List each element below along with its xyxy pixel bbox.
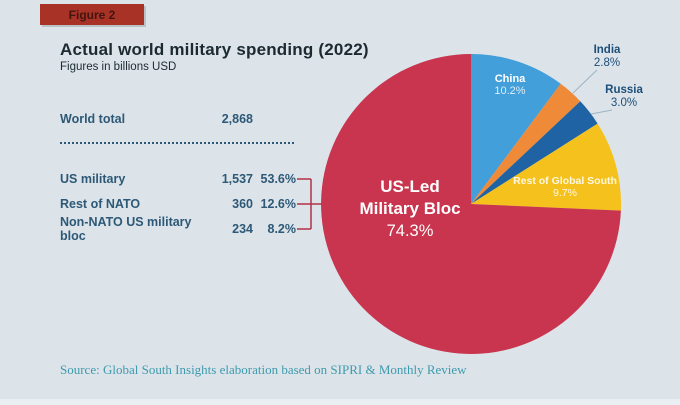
row-label: Rest of NATO: [60, 197, 141, 211]
row-value: 1,537: [221, 172, 253, 186]
row-value: 234: [232, 222, 253, 236]
figure-badge: Figure 2: [40, 4, 144, 25]
india-callout-line: [572, 69, 598, 94]
page-subtitle: Figures in billions USD: [60, 61, 177, 73]
page-title: Actual world military spending (2022): [60, 40, 369, 59]
row-percent: 12.6%: [260, 197, 296, 211]
figure-badge-label: Figure 2: [68, 7, 116, 22]
table-row-rest-of-nato: Rest of NATO 360 12.6%: [60, 195, 296, 213]
pie-slice-us-led-military-bloc: [321, 54, 621, 354]
bottom-strip: [0, 399, 680, 405]
row-value: 2,868: [221, 112, 253, 126]
source-attribution: Source: Global South Insights elaboratio…: [60, 362, 467, 377]
row-percent: 53.6%: [260, 172, 296, 186]
us-bloc-bracket: [297, 178, 322, 230]
pie-slice-rest-of-global-south: [471, 123, 622, 211]
dotted-divider: [60, 142, 294, 144]
pie-slice-india: [471, 83, 581, 204]
pie-slice-russia: [471, 101, 598, 204]
table-row-non-nato-bloc: Non-NATO US military bloc 234 8.2%: [60, 215, 297, 243]
table-row-world-total: World total 2,868: [60, 110, 296, 128]
row-label: US military: [60, 172, 126, 186]
row-value: 360: [232, 197, 253, 211]
pie-chart: [321, 54, 622, 354]
row-label: Non-NATO US military bloc: [60, 215, 192, 243]
russia-callout-line: [590, 109, 613, 115]
table-row-us-military: US military 1,537 53.6%: [60, 170, 296, 188]
row-label: World total: [60, 112, 126, 126]
row-percent: 8.2%: [267, 222, 297, 236]
pie-slice-china: [471, 54, 561, 204]
